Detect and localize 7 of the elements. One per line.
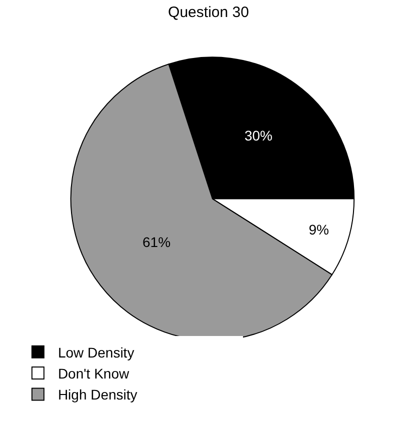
legend-label: Don't Know (58, 366, 130, 382)
legend-label: High Density (58, 386, 138, 403)
legend-label: Low Density (58, 344, 134, 360)
chart-title: Question 30 (168, 4, 249, 21)
data-label: 61% (142, 234, 171, 250)
data-label: 30% (244, 127, 272, 144)
data-label: 9% (308, 222, 329, 238)
